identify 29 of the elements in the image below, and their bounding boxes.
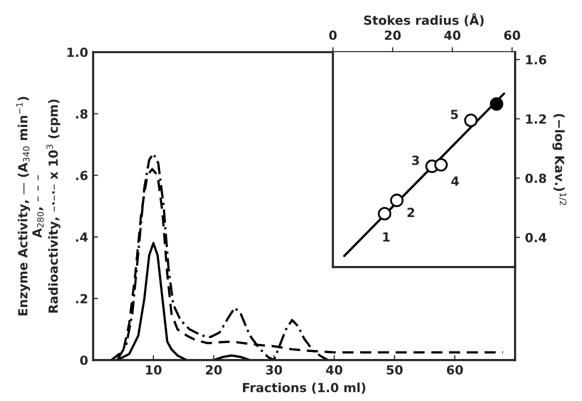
x-tick-label: 0 [329,30,337,40]
y-tick-label: 0.8 [525,174,546,184]
y-tick-label: 0.4 [525,232,546,242]
x-axis-title: Fractions (1.0 ml) [242,382,366,394]
x-tick-label: 50 [386,365,403,375]
text: Enzyme Activity, — (A$_{340}$ min$^{−1}$) A$_{280}$, – – – Radioactivity, –·–·– x 10$^{3}$ (cpm) [16,96,60,316]
y-tick-label: 1.0 [68,48,88,58]
y-tick-label: 1.6 [526,55,546,64]
x-tick-label: 20 [384,30,401,40]
y-tick-label: 0 [80,356,88,366]
x-tick-label: 10 [146,365,162,375]
y-tick-label: 1.2 [526,114,546,124]
x-tick-label: 40 [444,30,460,40]
y-tick-label: .6 [76,170,88,180]
y-axis-title: (−log Kav.)$^{1/2}$ [552,114,566,206]
y-tick-label: .4 [76,232,88,242]
x-axis-title: Stokes radius (Å) [364,13,484,26]
y-tick-label: .8 [76,109,88,119]
annotation: 1 [383,232,390,242]
annotation: 4 [451,176,459,186]
x-tick-label: 60 [446,365,463,375]
annotation: 2 [408,208,414,218]
annotation: 3 [412,156,419,166]
x-tick-label: 20 [206,365,222,375]
x-tick-label: 30 [266,365,282,375]
x-tick-label: 60 [504,30,520,40]
x-tick-label: 40 [326,365,342,375]
annotation: 5 [451,110,458,120]
y-tick-label: .2 [76,294,88,304]
